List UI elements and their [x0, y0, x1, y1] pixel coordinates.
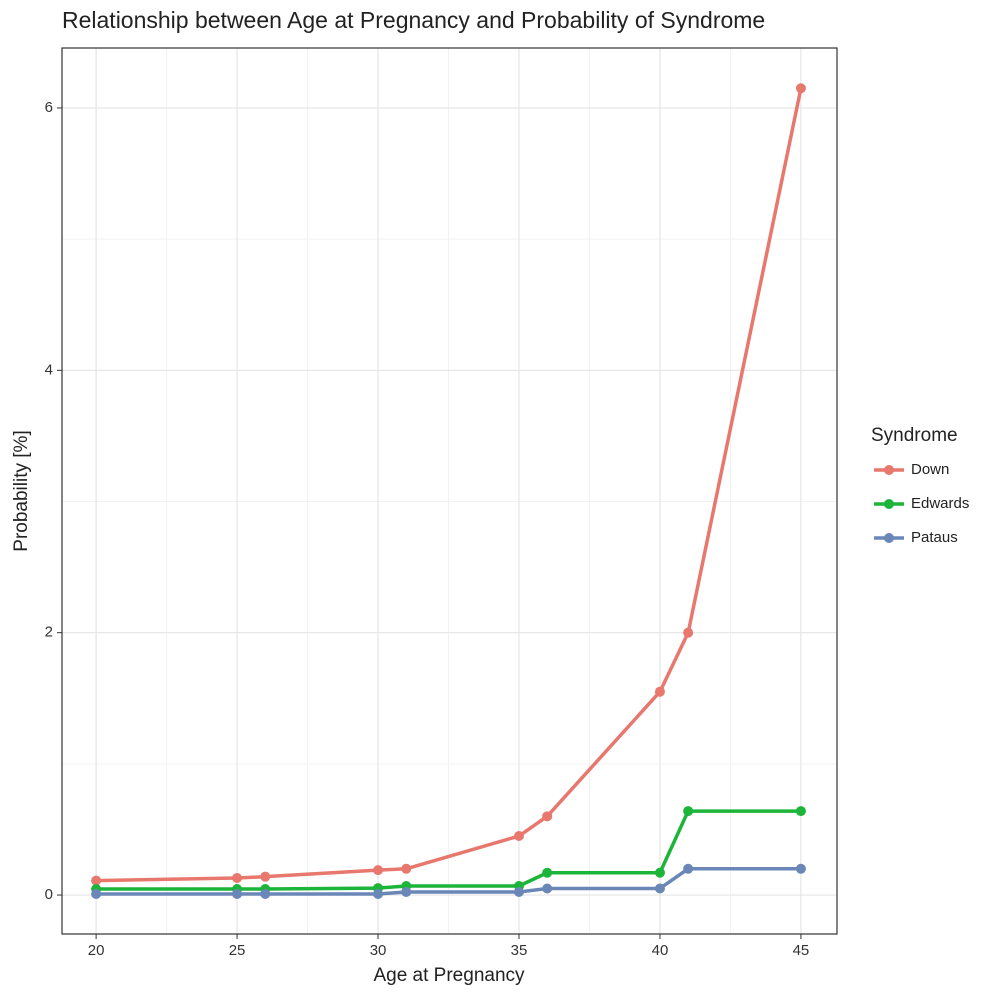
x-tick-label: 20: [88, 942, 105, 959]
x-tick-label: 30: [370, 942, 387, 959]
data-point: [654, 686, 665, 697]
legend-title: Syndrome: [871, 425, 958, 446]
y-tick-label: 2: [45, 624, 53, 641]
y-tick-label: 4: [45, 361, 53, 378]
x-tick-label: 40: [652, 942, 669, 959]
x-tick-label: 35: [511, 942, 528, 959]
series-line: [96, 809, 801, 891]
data-point: [232, 888, 243, 899]
data-point: [542, 811, 553, 822]
data-point: [654, 867, 665, 878]
data-point: [542, 867, 553, 878]
data-point: [654, 883, 665, 894]
data-point: [91, 888, 102, 899]
data-point: [683, 806, 694, 817]
data-point: [795, 83, 806, 94]
legend-swatch-dot: [884, 533, 894, 543]
data-point: [91, 875, 102, 886]
series-line: [96, 867, 801, 896]
x-axis-label: Age at Pregnancy: [373, 965, 525, 986]
y-tick-label: 0: [45, 886, 53, 903]
data-point: [260, 888, 271, 899]
series-line: [96, 87, 803, 883]
data-point: [683, 627, 694, 638]
data-point: [232, 872, 243, 883]
chart-title: Relationship between Age at Pregnancy an…: [62, 7, 765, 33]
legend-swatch-dot: [884, 465, 894, 475]
data-point: [513, 831, 524, 842]
data-point: [683, 863, 694, 874]
data-point: [795, 863, 806, 874]
data-point: [373, 888, 384, 899]
data-point: [795, 806, 806, 817]
data-point: [260, 871, 271, 882]
x-tick-label: 45: [793, 942, 810, 959]
x-tick-label: 25: [229, 942, 246, 959]
y-axis-label: Probability [%]: [11, 430, 32, 551]
data-point: [401, 887, 412, 898]
legend-label: Pataus: [911, 529, 958, 546]
data-point: [542, 883, 553, 894]
legend-label: Down: [911, 461, 949, 478]
data-point: [401, 863, 412, 874]
plot-border: [61, 47, 838, 935]
legend-swatch-dot: [884, 499, 894, 509]
y-tick-label: 6: [45, 99, 53, 116]
data-point: [513, 887, 524, 898]
legend-label: Edwards: [911, 495, 969, 512]
data-point: [373, 865, 384, 876]
